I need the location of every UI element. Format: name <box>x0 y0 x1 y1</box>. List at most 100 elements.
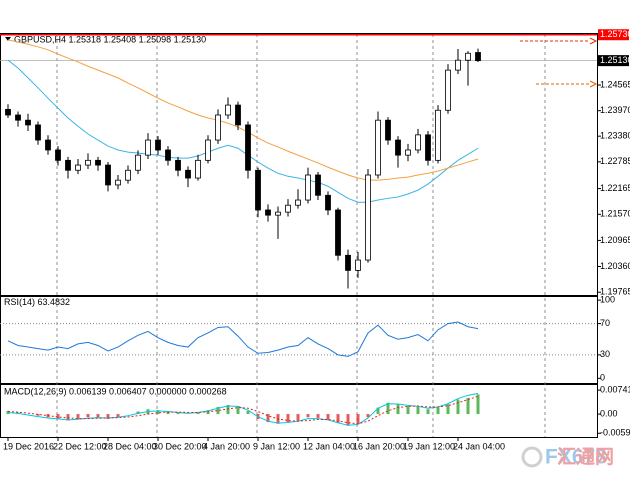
candle-body <box>5 108 11 116</box>
y-tick-label: 1.20965 <box>600 235 630 245</box>
candle-body <box>315 174 321 196</box>
x-tick-label: 19 Jan 12:00 <box>403 441 455 451</box>
candle-body <box>425 134 431 161</box>
histogram-bar <box>436 407 440 415</box>
candle-body <box>95 159 101 166</box>
candle-body <box>135 154 141 171</box>
histogram-bar <box>386 402 390 415</box>
histogram-bar <box>306 414 310 418</box>
watermark-name: 汇通网 <box>557 446 614 468</box>
candle-body <box>435 109 441 161</box>
histogram-bar <box>266 414 270 423</box>
candle-body <box>405 149 411 156</box>
candle-body <box>385 119 391 141</box>
candle-body <box>445 69 451 111</box>
rsi-name: RSI(14) <box>4 297 35 307</box>
x-tick-label: 28 Dec 04:00 <box>103 441 157 451</box>
macd-panel <box>0 384 598 438</box>
candle-body <box>415 134 421 151</box>
moving-average <box>7 59 479 203</box>
rsi-panel <box>0 296 598 384</box>
histogram-bar <box>286 414 290 423</box>
histogram-bar <box>226 405 230 415</box>
watermark-logo <box>521 446 543 468</box>
candle-body <box>75 164 81 171</box>
histogram-bar <box>36 414 40 416</box>
candle-body <box>235 104 241 126</box>
candle-body <box>15 114 21 121</box>
candle-body <box>375 119 381 176</box>
price-panel <box>0 33 598 296</box>
histogram-bar <box>416 406 420 415</box>
candle-body <box>295 199 301 206</box>
histogram-bar <box>316 414 320 418</box>
y-tick-label: 1.25730 <box>600 29 630 39</box>
histogram-bar <box>296 414 300 421</box>
x-tick-label: 30 Dec 20:00 <box>153 441 207 451</box>
candle-body <box>175 159 181 171</box>
x-tick-label: 9 Jan 12:00 <box>253 441 300 451</box>
y-tick-label: 30 <box>600 349 610 359</box>
watermark-brand: FX678 <box>545 446 607 469</box>
histogram-bar <box>476 394 480 415</box>
chart-title: GBPUSD,H4 1.25318 1.25408 1.25098 1.2513… <box>14 34 206 44</box>
candle-body <box>145 139 151 156</box>
histogram-bar <box>136 411 140 415</box>
candle-body <box>205 139 211 161</box>
y-tick-label: 0.007419 <box>600 384 630 394</box>
candle-body <box>35 124 41 141</box>
candle-body <box>25 119 31 126</box>
y-tick-label: 70 <box>600 318 610 328</box>
candle-body <box>195 159 201 179</box>
price-label-box <box>598 29 629 41</box>
candle-body <box>225 104 231 116</box>
histogram-bar <box>356 414 360 424</box>
histogram-bar <box>406 405 410 415</box>
y-tick-label: 1.21570 <box>600 209 630 219</box>
candle-body <box>65 159 71 171</box>
candle-body <box>465 52 471 61</box>
y-tick-label: 1.23970 <box>600 105 630 115</box>
x-tick-label: 4 Jan 20:00 <box>203 441 250 451</box>
x-tick-label: 22 Dec 12:00 <box>53 441 107 451</box>
y-tick-label: 1.19765 <box>600 287 630 297</box>
candle-body <box>85 159 91 166</box>
candle-body <box>325 194 331 211</box>
candle-body <box>265 209 271 216</box>
candle-body <box>105 164 111 186</box>
candle-body <box>215 114 221 141</box>
histogram-bar <box>366 414 370 418</box>
histogram-bar <box>156 410 160 415</box>
rsi-title: RSI(14) 63.4832 <box>4 297 70 307</box>
histogram-bar <box>176 412 180 415</box>
candle-body <box>365 174 371 261</box>
price-label-box <box>598 55 629 67</box>
histogram-bar <box>66 414 70 421</box>
y-tick-label: 1.22165 <box>600 183 630 193</box>
histogram-bar <box>166 411 170 415</box>
x-tick-label: 12 Jan 04:00 <box>303 441 355 451</box>
candle-body <box>115 179 121 186</box>
indicator-line <box>7 321 479 357</box>
x-tick-label: 16 Jan 20:00 <box>353 441 405 451</box>
macd-title: MACD(12,26,9) 0.006139 0.006407 0.000000… <box>4 386 227 396</box>
candle-body <box>355 259 361 271</box>
histogram-bar <box>196 412 200 415</box>
candle-body <box>345 254 351 271</box>
histogram-bar <box>456 399 460 415</box>
histogram-bar <box>346 414 350 426</box>
histogram-bar <box>426 409 430 415</box>
candle-body <box>185 169 191 179</box>
candle-body <box>335 209 341 256</box>
watermark: FX678 汇通网 <box>521 446 614 469</box>
y-tick-label: -0.005948 <box>600 428 630 438</box>
candle-body <box>395 139 401 156</box>
histogram-bar <box>76 414 80 419</box>
histogram-bar <box>106 414 110 419</box>
indicator-line <box>7 395 479 425</box>
candle-body <box>455 59 461 71</box>
y-tick-label: 1.24565 <box>600 79 630 89</box>
candle-body <box>125 169 131 181</box>
